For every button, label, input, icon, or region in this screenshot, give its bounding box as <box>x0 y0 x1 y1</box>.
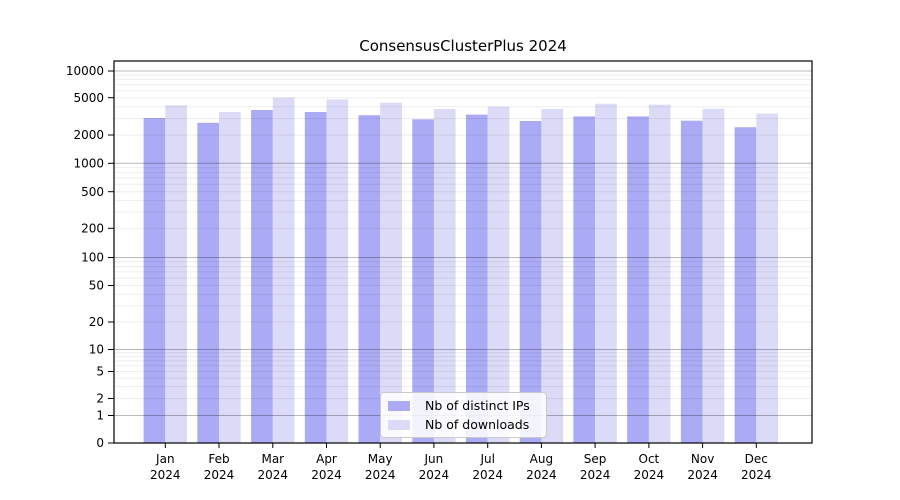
legend-label-downloads: Nb of downloads <box>425 417 530 432</box>
legend-swatch-downloads <box>388 419 410 430</box>
x-tick-label-year: 2024 <box>258 468 289 482</box>
x-tick-label-year: 2024 <box>472 468 503 482</box>
legend-swatch-distinct-ips <box>388 400 410 411</box>
x-tick-label-year: 2024 <box>365 468 396 482</box>
y-tick-label: 20 <box>89 315 104 329</box>
bar-distinct-ips-mar <box>251 110 273 443</box>
legend-row-distinct-ips: Nb of distinct IPs <box>388 396 539 415</box>
x-tick-label-month: Dec <box>745 452 768 466</box>
plot-frame <box>113 60 813 444</box>
bar-distinct-ips-jul <box>466 114 488 443</box>
x-tick-label-year: 2024 <box>526 468 557 482</box>
y-tick-label: 200 <box>81 222 104 236</box>
bar-distinct-ips-may <box>358 115 381 443</box>
y-tick-label: 50 <box>89 279 104 293</box>
bar-distinct-ips-feb <box>197 122 219 444</box>
bar-distinct-ips-sep <box>573 116 596 444</box>
bar-distinct-ips-jan <box>143 118 166 443</box>
x-tick-label-month: Sep <box>584 452 607 466</box>
bar-distinct-ips-aug <box>519 121 542 443</box>
x-tick-label-month: Oct <box>639 452 660 466</box>
x-tick-label-month: Nov <box>691 452 714 466</box>
x-tick-label-month: Jul <box>479 452 494 466</box>
legend: Nb of distinct IPs Nb of downloads <box>380 392 547 438</box>
x-tick-label-year: 2024 <box>150 468 181 482</box>
x-tick-label-month: Apr <box>316 452 337 466</box>
y-tick-label: 0 <box>96 436 104 450</box>
x-tick-label-year: 2024 <box>580 468 611 482</box>
x-tick-label-month: Jan <box>155 452 175 466</box>
bar-downloads-jan <box>165 105 187 444</box>
y-tick-label: 2000 <box>73 128 104 142</box>
x-tick-label-month: May <box>368 452 393 466</box>
y-tick-label: 1000 <box>73 157 104 171</box>
y-tick-label: 10 <box>89 343 104 357</box>
bar-downloads-jul <box>487 106 510 443</box>
chart-title: ConsensusClusterPlus 2024 <box>359 37 567 55</box>
bar-downloads-may <box>380 102 402 443</box>
x-tick-label-month: Feb <box>208 452 229 466</box>
y-tick-label: 500 <box>81 185 104 199</box>
bar-downloads-feb <box>219 112 241 443</box>
bar-downloads-oct <box>648 104 671 443</box>
y-tick-label: 5000 <box>73 91 104 105</box>
bar-downloads-nov <box>702 108 725 443</box>
y-tick-label: 1 <box>96 409 104 423</box>
x-tick-label-year: 2024 <box>687 468 718 482</box>
bar-downloads-jun <box>433 109 456 443</box>
bar-distinct-ips-oct <box>627 116 649 444</box>
bar-downloads-mar <box>272 97 295 443</box>
x-tick-label-year: 2024 <box>204 468 235 482</box>
bar-distinct-ips-jun <box>412 119 434 444</box>
bar-distinct-ips-nov <box>680 120 703 443</box>
bar-distinct-ips-dec <box>734 127 757 443</box>
y-tick-label: 5 <box>96 365 104 379</box>
legend-row-downloads: Nb of downloads <box>388 415 539 434</box>
y-tick-label: 10000 <box>66 64 104 78</box>
x-tick-label-year: 2024 <box>311 468 342 482</box>
x-tick-label-month: Mar <box>261 452 284 466</box>
y-tick-label: 100 <box>81 251 104 265</box>
y-tick-label: 2 <box>96 392 104 406</box>
bar-downloads-sep <box>595 103 617 443</box>
x-tick-label-month: Jun <box>424 452 444 466</box>
bar-distinct-ips-apr <box>304 112 327 443</box>
bar-downloads-apr <box>326 99 349 444</box>
bar-downloads-aug <box>541 109 564 443</box>
x-tick-label-year: 2024 <box>634 468 665 482</box>
x-tick-label-year: 2024 <box>741 468 772 482</box>
legend-label-distinct-ips: Nb of distinct IPs <box>425 398 530 413</box>
bar-downloads-dec <box>756 113 778 443</box>
x-tick-label-month: Aug <box>530 452 553 466</box>
x-tick-label-year: 2024 <box>419 468 450 482</box>
